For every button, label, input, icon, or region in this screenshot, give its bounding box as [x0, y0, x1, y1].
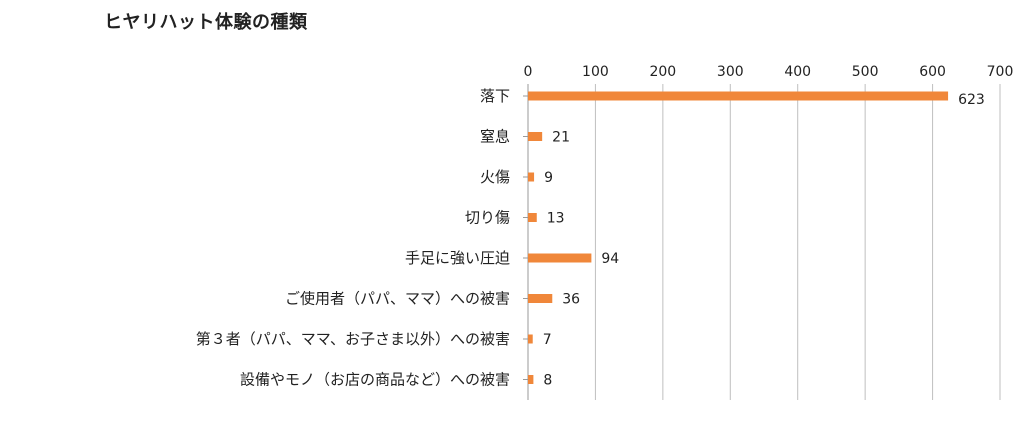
bar: [528, 172, 535, 182]
category-label: 第３者（パパ、ママ、お子さま以外）への被害: [196, 330, 510, 348]
category-label: 設備やモノ（お店の商品など）への被害: [240, 371, 510, 389]
data-label: 8: [543, 373, 552, 389]
x-tick-label: 200: [649, 64, 676, 80]
x-tick-label: 0: [524, 64, 533, 80]
data-label: 36: [562, 292, 580, 308]
data-labels: 623 21 9 13 94 36 7 8: [543, 92, 985, 389]
data-label: 94: [601, 251, 619, 267]
bar: [528, 375, 534, 384]
chart-title: ヒヤリハット体験の種類: [104, 12, 308, 33]
category-label: 火傷: [480, 168, 510, 186]
bar: [528, 91, 949, 101]
x-tick-label: 500: [852, 64, 879, 80]
x-tick-label: 300: [717, 64, 744, 80]
data-label: 623: [958, 92, 985, 108]
data-label: 7: [543, 332, 552, 348]
bar: [528, 132, 543, 141]
x-tick-label: 700: [987, 64, 1014, 80]
data-label: 21: [552, 130, 570, 146]
bar: [528, 294, 553, 303]
data-label: 9: [544, 170, 553, 186]
bar: [528, 334, 533, 344]
bar: [528, 253, 592, 263]
x-axis-ticks: 0 100 200 300 400 500 600 700: [524, 64, 1014, 80]
x-tick-label: 400: [784, 64, 811, 80]
category-label: 落下: [480, 87, 510, 105]
category-label: 窒息: [480, 128, 510, 146]
category-labels: 落下窒息火傷切り傷手足に強い圧迫ご使用者（パパ、ママ）への被害第３者（パパ、ママ…: [196, 87, 510, 389]
data-label: 13: [547, 211, 565, 227]
gridlines: [523, 84, 1001, 400]
category-label: ご使用者（パパ、ママ）への被害: [285, 290, 510, 308]
bars: [528, 91, 949, 384]
x-tick-label: 100: [582, 64, 609, 80]
category-label: 切り傷: [465, 209, 510, 227]
bar: [528, 213, 537, 222]
x-tick-label: 600: [919, 64, 946, 80]
category-label: 手足に強い圧迫: [405, 249, 510, 267]
